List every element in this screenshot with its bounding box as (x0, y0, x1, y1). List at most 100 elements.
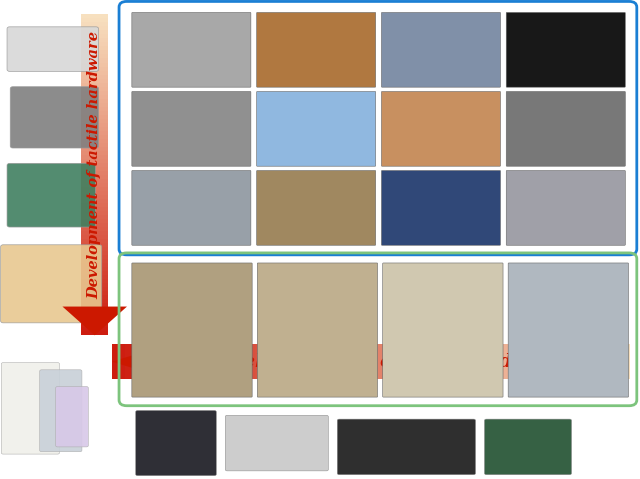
Polygon shape (81, 175, 108, 179)
Polygon shape (196, 344, 203, 379)
FancyBboxPatch shape (136, 411, 216, 476)
Polygon shape (81, 231, 108, 235)
Polygon shape (81, 18, 108, 23)
Polygon shape (255, 344, 261, 379)
FancyBboxPatch shape (381, 12, 500, 87)
Polygon shape (307, 344, 313, 379)
Polygon shape (164, 344, 170, 379)
FancyBboxPatch shape (56, 387, 88, 447)
Polygon shape (81, 127, 108, 131)
Polygon shape (326, 344, 332, 379)
FancyBboxPatch shape (508, 263, 628, 397)
FancyBboxPatch shape (132, 171, 251, 245)
FancyBboxPatch shape (40, 370, 82, 452)
Polygon shape (546, 344, 553, 379)
Polygon shape (293, 344, 300, 379)
FancyBboxPatch shape (383, 263, 503, 397)
Polygon shape (81, 187, 108, 191)
Polygon shape (81, 50, 108, 55)
Polygon shape (81, 267, 108, 271)
Polygon shape (81, 99, 108, 103)
Polygon shape (81, 179, 108, 183)
Polygon shape (384, 344, 390, 379)
Polygon shape (112, 344, 118, 379)
Polygon shape (81, 111, 108, 114)
Polygon shape (81, 275, 108, 279)
Polygon shape (151, 344, 157, 379)
Polygon shape (81, 311, 108, 315)
Polygon shape (514, 344, 520, 379)
Polygon shape (442, 344, 449, 379)
Polygon shape (81, 23, 108, 26)
Polygon shape (81, 279, 108, 283)
Polygon shape (209, 344, 216, 379)
Polygon shape (81, 183, 108, 187)
Polygon shape (138, 344, 145, 379)
Polygon shape (429, 344, 436, 379)
Polygon shape (553, 344, 559, 379)
Polygon shape (228, 344, 235, 379)
Polygon shape (81, 34, 108, 38)
Polygon shape (559, 344, 566, 379)
Polygon shape (81, 295, 108, 299)
Polygon shape (157, 344, 164, 379)
Polygon shape (300, 344, 307, 379)
FancyBboxPatch shape (506, 91, 625, 166)
Polygon shape (81, 299, 108, 303)
Polygon shape (81, 207, 108, 211)
Polygon shape (81, 211, 108, 215)
Polygon shape (81, 331, 108, 335)
Polygon shape (462, 344, 468, 379)
Polygon shape (481, 344, 488, 379)
Polygon shape (81, 31, 108, 34)
Polygon shape (81, 95, 108, 99)
Polygon shape (81, 323, 108, 327)
Polygon shape (81, 167, 108, 171)
Polygon shape (81, 143, 108, 147)
Polygon shape (456, 344, 462, 379)
Polygon shape (81, 14, 108, 18)
Polygon shape (81, 251, 108, 255)
Polygon shape (81, 155, 108, 159)
Polygon shape (81, 219, 108, 223)
Polygon shape (81, 38, 108, 43)
Polygon shape (81, 235, 108, 239)
Polygon shape (579, 344, 585, 379)
Polygon shape (81, 147, 108, 151)
Polygon shape (598, 344, 605, 379)
Polygon shape (81, 171, 108, 175)
Polygon shape (81, 79, 108, 82)
Polygon shape (81, 43, 108, 46)
Polygon shape (81, 271, 108, 275)
FancyBboxPatch shape (381, 91, 500, 166)
Polygon shape (81, 287, 108, 291)
FancyBboxPatch shape (337, 419, 476, 475)
FancyBboxPatch shape (257, 171, 376, 245)
Polygon shape (572, 344, 579, 379)
Polygon shape (566, 344, 572, 379)
Polygon shape (287, 344, 293, 379)
Polygon shape (177, 344, 183, 379)
Polygon shape (533, 344, 540, 379)
Polygon shape (358, 344, 365, 379)
Polygon shape (332, 344, 339, 379)
Polygon shape (268, 344, 274, 379)
FancyBboxPatch shape (7, 27, 99, 71)
FancyBboxPatch shape (484, 419, 572, 475)
FancyBboxPatch shape (7, 163, 95, 227)
Polygon shape (248, 344, 255, 379)
Polygon shape (216, 344, 222, 379)
Polygon shape (81, 223, 108, 227)
Polygon shape (81, 119, 108, 123)
Polygon shape (81, 243, 108, 247)
Polygon shape (81, 75, 108, 79)
Polygon shape (81, 291, 108, 295)
FancyBboxPatch shape (506, 171, 625, 245)
Polygon shape (81, 135, 108, 139)
Polygon shape (605, 344, 611, 379)
Polygon shape (81, 191, 108, 195)
Polygon shape (81, 247, 108, 251)
Polygon shape (423, 344, 429, 379)
Polygon shape (118, 344, 125, 379)
Polygon shape (81, 263, 108, 267)
